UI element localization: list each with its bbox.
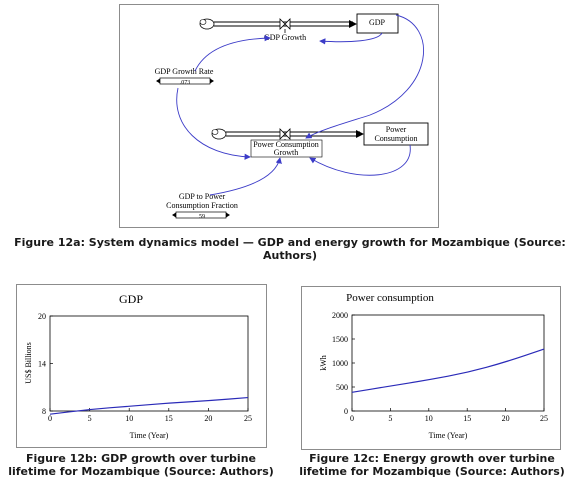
fig12b-caption: Figure 12b: GDP growth over turbine life… bbox=[8, 452, 274, 478]
link-pc-stock-to-pc-growth bbox=[309, 144, 411, 176]
link-fraction-to-pc-growth bbox=[209, 157, 282, 196]
power-x-tick-label: 25 bbox=[540, 414, 548, 423]
gdp-chart: GDP US$ Billions Time (Year) 0 5 10 15 20 25 8… bbox=[24, 292, 252, 440]
gdp-series-line bbox=[49, 396, 249, 415]
power-x-tick-label: 15 bbox=[463, 414, 471, 423]
pc-source-cloud bbox=[211, 128, 227, 140]
gdp-x-tick-label: 20 bbox=[204, 414, 212, 423]
power-y-tick-label: 1000 bbox=[332, 359, 348, 368]
gdp-y-tick-label: 20 bbox=[38, 312, 46, 321]
gdp-x-axis-title: Time (Year) bbox=[130, 431, 169, 440]
link-rate-to-pc-growth bbox=[176, 87, 251, 160]
sd-model-panel: GDP Growth GDP GDP Growth Rate .073 Powe… bbox=[119, 4, 439, 228]
gdp-growth-rate-slider[interactable]: .073 bbox=[156, 77, 214, 86]
power-consumption-chart: Power consumption kWh Time (Year) 0 5 10 15… bbox=[319, 292, 548, 440]
sd-model-diagram: GDP Growth GDP GDP Growth Rate .073 Powe… bbox=[155, 13, 429, 220]
gdp-x-tick-label: 15 bbox=[165, 414, 173, 423]
fraction-label-line2: Consumption Fraction bbox=[166, 201, 238, 210]
power-y-tick-label: 1500 bbox=[332, 335, 348, 344]
pc-flow-label-box bbox=[250, 139, 323, 158]
pc-stock-label-line1: Power bbox=[386, 125, 407, 134]
pc-flow-pipe bbox=[226, 130, 364, 138]
power-plot-frame bbox=[351, 314, 545, 412]
power-series-line bbox=[351, 348, 545, 393]
power-y-tick-label: 2000 bbox=[332, 311, 348, 320]
power-x-tick-label: 20 bbox=[502, 414, 510, 423]
gdp-growth-rate-value: .073 bbox=[180, 80, 191, 86]
power-x-axis-title: Time (Year) bbox=[429, 431, 468, 440]
gdp-x-tick-label: 10 bbox=[125, 414, 133, 423]
pc-flow-label-line1: Power Consumption bbox=[253, 140, 319, 149]
gdp-x-tick-label: 25 bbox=[244, 414, 252, 423]
fig12c-caption: Figure 12c: Energy growth over turbine l… bbox=[299, 452, 565, 478]
power-x-tick-label: 10 bbox=[425, 414, 433, 423]
gdp-chart-title: GDP bbox=[119, 292, 143, 306]
fig12a-caption: Figure 12a: System dynamics model — GDP … bbox=[14, 236, 566, 262]
power-y-tick-label: 500 bbox=[336, 383, 348, 392]
pc-stock-box bbox=[363, 122, 429, 146]
power-y-tick-label: 0 bbox=[344, 407, 348, 416]
pc-stock-label-line2: Consumption bbox=[374, 134, 417, 143]
gdp-y-axis-title: US$ Billions bbox=[24, 342, 33, 384]
fraction-label-line1: GDP to Power bbox=[179, 192, 226, 201]
gdp-x-tick-label: 5 bbox=[88, 414, 92, 423]
gdp-flow-valve bbox=[279, 18, 291, 33]
gdp-x-tick-label: 0 bbox=[48, 414, 52, 423]
power-x-tick-label: 0 bbox=[350, 414, 354, 423]
power-chart-title: Power consumption bbox=[346, 292, 434, 304]
gdp-stock-label: GDP bbox=[369, 18, 386, 27]
link-rate-to-gdp-growth bbox=[194, 34, 271, 72]
gdp-stock-box bbox=[356, 13, 399, 34]
gdp-chart-panel: GDP US$ Billions Time (Year) 0 5 10 15 20 25 8… bbox=[16, 284, 267, 448]
gdp-source-cloud bbox=[199, 18, 215, 30]
pc-flow-valve bbox=[279, 128, 291, 140]
gdp-y-tick-label: 8 bbox=[42, 407, 46, 416]
pc-flow-label-line2: Growth bbox=[274, 148, 298, 157]
fraction-slider[interactable]: 59 bbox=[172, 211, 230, 220]
fraction-value: 59 bbox=[199, 214, 205, 220]
gdp-y-tick-label: 14 bbox=[38, 360, 46, 369]
power-x-tick-label: 5 bbox=[388, 414, 392, 423]
gdp-growth-rate-label: GDP Growth Rate bbox=[155, 67, 214, 76]
power-chart-panel: Power consumption kWh Time (Year) 0 5 10 15… bbox=[301, 286, 561, 450]
gdp-growth-flow-label: GDP Growth bbox=[264, 33, 306, 42]
power-y-axis-title: kWh bbox=[319, 355, 328, 371]
gdp-plot-frame bbox=[49, 315, 249, 412]
link-gdp-to-gdp-growth bbox=[319, 32, 383, 45]
link-gdp-to-pc-growth bbox=[305, 14, 424, 139]
